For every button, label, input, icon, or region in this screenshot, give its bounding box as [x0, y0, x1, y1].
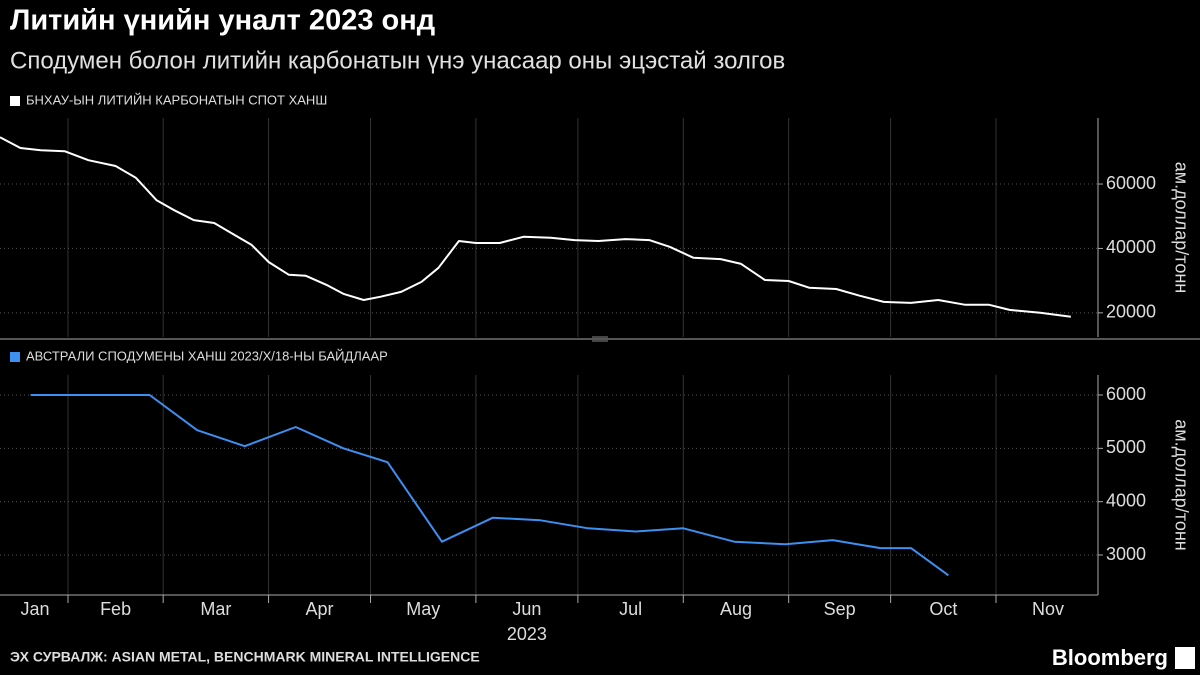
x-tick-label: Oct	[929, 599, 957, 619]
x-tick-label: Mar	[200, 599, 231, 619]
source: ЭХ СУРВАЛЖ: ASIAN METAL, BENCHMARK MINER…	[10, 649, 480, 665]
legend-swatch	[10, 352, 20, 362]
y-tick-label: 4000	[1106, 490, 1146, 510]
x-tick-label: May	[406, 599, 440, 619]
legend-label: АВСТРАЛИ СПОДУМЕНЫ ХАНШ 2023/Х/18-НЫ БАЙ…	[26, 348, 388, 363]
y-tick-label: 6000	[1106, 384, 1146, 404]
y-axis-label: ам.доллар/тонн	[1171, 162, 1191, 293]
x-tick-label: Jan	[20, 599, 49, 619]
x-tick-label: Jun	[512, 599, 541, 619]
x-tick-label: Feb	[100, 599, 131, 619]
chart-subtitle: Сподумен болон литийн карбонатын үнэ уна…	[10, 47, 785, 74]
brand: Bloomberg	[1052, 645, 1168, 670]
x-tick-label: Nov	[1032, 599, 1064, 619]
legend-label: БНХАУ-ЫН ЛИТИЙН КАРБОНАТЫН СПОТ ХАНШ	[26, 92, 327, 107]
line-series	[30, 394, 949, 577]
line-series	[0, 136, 1071, 318]
y-tick-label: 20000	[1106, 302, 1156, 322]
y-tick-label: 3000	[1106, 544, 1146, 564]
x-tick-label: Aug	[720, 599, 752, 619]
chart-title: Литийн үнийн уналт 2023 онд	[10, 5, 435, 37]
x-tick-label: Sep	[824, 599, 856, 619]
x-year-label: 2023	[507, 624, 547, 644]
y-tick-label: 60000	[1106, 173, 1156, 193]
y-axis-label: ам.доллар/тонн	[1171, 419, 1191, 550]
x-tick-label: Apr	[306, 599, 334, 619]
y-tick-label: 40000	[1106, 237, 1156, 257]
x-tick-label: Jul	[619, 599, 642, 619]
legend-swatch	[10, 96, 20, 106]
brand-icon	[1175, 647, 1195, 669]
y-tick-label: 5000	[1106, 437, 1146, 457]
